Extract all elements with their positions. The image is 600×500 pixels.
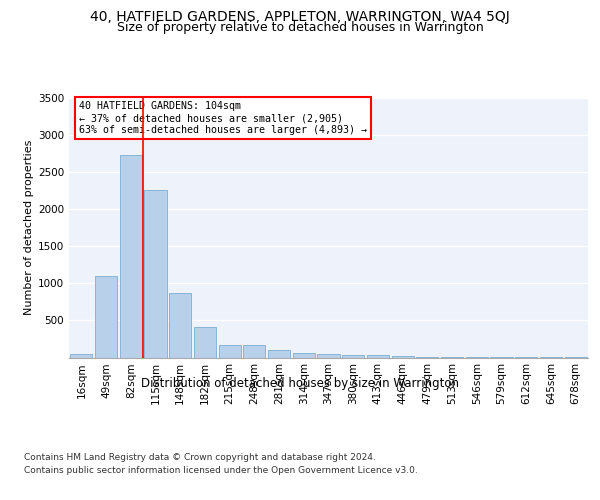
Bar xyxy=(70,354,92,358)
Bar xyxy=(342,355,364,358)
Text: 40 HATFIELD GARDENS: 104sqm
← 37% of detached houses are smaller (2,905)
63% of : 40 HATFIELD GARDENS: 104sqm ← 37% of det… xyxy=(79,102,367,134)
Y-axis label: Number of detached properties: Number of detached properties xyxy=(24,140,34,315)
Text: Distribution of detached houses by size in Warrington: Distribution of detached houses by size … xyxy=(141,378,459,390)
Bar xyxy=(95,276,117,357)
Bar xyxy=(119,156,142,358)
Bar xyxy=(194,326,216,358)
Bar xyxy=(268,350,290,358)
Bar xyxy=(441,357,463,358)
Bar xyxy=(367,356,389,358)
Bar xyxy=(293,353,315,358)
Text: Contains public sector information licensed under the Open Government Licence v3: Contains public sector information licen… xyxy=(24,466,418,475)
Bar xyxy=(218,344,241,358)
Text: Size of property relative to detached houses in Warrington: Size of property relative to detached ho… xyxy=(116,22,484,35)
Bar xyxy=(169,293,191,358)
Text: Contains HM Land Registry data © Crown copyright and database right 2024.: Contains HM Land Registry data © Crown c… xyxy=(24,452,376,462)
Bar xyxy=(145,190,167,358)
Bar xyxy=(392,356,414,358)
Bar xyxy=(243,345,265,358)
Text: 40, HATFIELD GARDENS, APPLETON, WARRINGTON, WA4 5QJ: 40, HATFIELD GARDENS, APPLETON, WARRINGT… xyxy=(90,10,510,24)
Bar xyxy=(317,354,340,358)
Bar xyxy=(416,356,439,358)
